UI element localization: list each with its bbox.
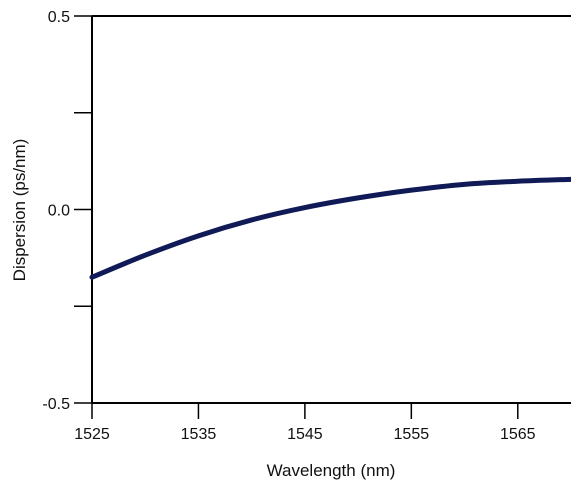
x-tick-label: 1545 <box>287 426 323 443</box>
x-tick-label: 1525 <box>74 426 110 443</box>
y-tick-label: 0.0 <box>48 203 70 220</box>
x-tick-label: 1555 <box>394 426 430 443</box>
series-layer <box>89 176 571 280</box>
x-tick-label: 1535 <box>181 426 217 443</box>
y-axis-title: Dispersion (ps/nm) <box>10 139 29 282</box>
axes <box>91 15 571 404</box>
x-axis-title: Wavelength (nm) <box>267 461 396 480</box>
dispersion-series-line <box>89 176 571 280</box>
y-tick-label: -0.5 <box>42 396 70 413</box>
ticks: 1525 1535 1545 1555 1565 -0.5 0.0 0.5 <box>42 9 535 443</box>
y-tick-label: 0.5 <box>48 9 70 26</box>
x-tick-label: 1565 <box>500 426 536 443</box>
